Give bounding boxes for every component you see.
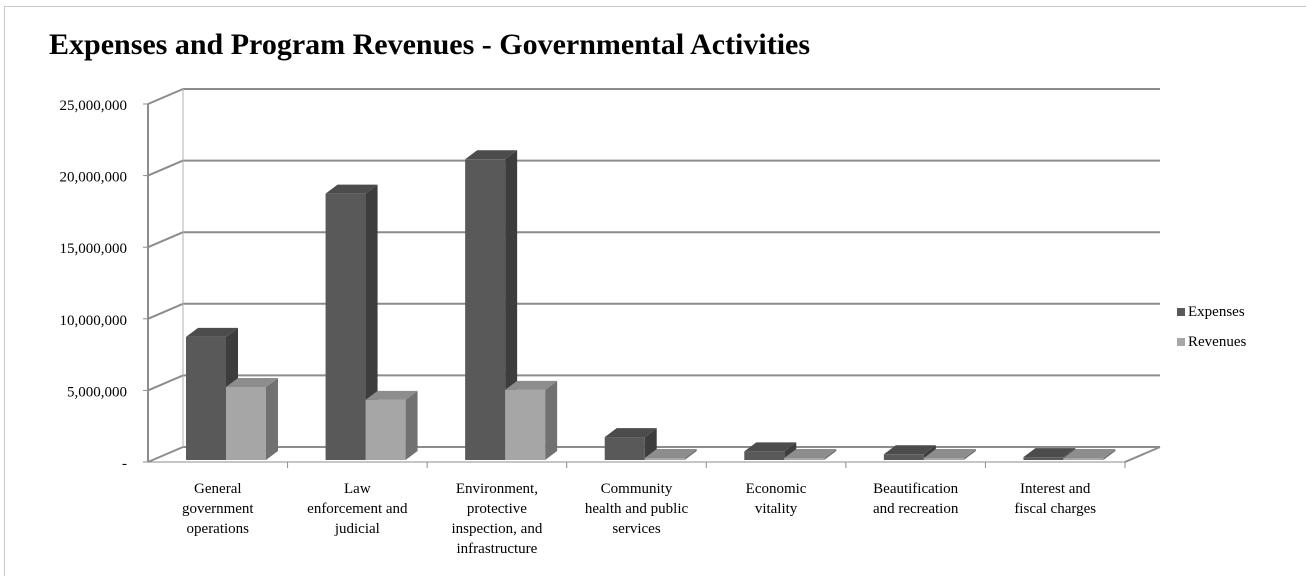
bar-top-expenses <box>604 428 657 438</box>
bar-top-revenues <box>644 449 697 458</box>
gridline-depth <box>147 302 184 320</box>
bar-side-expenses <box>365 184 378 460</box>
bar-expenses <box>186 336 226 460</box>
y-tick-label: - <box>122 456 127 472</box>
y-tick-label: 15,000,000 <box>60 241 128 257</box>
gridline-depth <box>147 446 184 463</box>
legend-item-revenues: Revenues <box>1177 327 1246 357</box>
x-tick-label: Environment, <box>456 481 538 497</box>
y-tick-label: 10,000,000 <box>60 313 128 329</box>
x-tick-label: infrastructure <box>457 541 538 557</box>
bar-revenues <box>365 399 406 460</box>
x-tick-label: Community <box>601 481 673 497</box>
bar-side-expenses <box>784 442 797 460</box>
x-tick-label: Interest and <box>1020 481 1091 497</box>
x-tick-label: vitality <box>755 501 798 517</box>
bar-top-expenses <box>883 445 936 455</box>
bar-top-expenses <box>325 184 378 194</box>
bar-side-expenses <box>505 150 518 460</box>
y-tick-label: 20,000,000 <box>60 170 128 186</box>
bar-top-expenses <box>1023 448 1076 458</box>
x-tick-label: fiscal charges <box>1014 501 1096 517</box>
bar-expenses <box>604 437 645 460</box>
bar-side-revenues <box>405 390 418 460</box>
bar-revenues <box>644 458 685 460</box>
bar-expenses <box>1023 457 1064 460</box>
bar-side-revenues <box>824 449 837 460</box>
bar-expenses <box>465 159 506 460</box>
chart-title: Expenses and Program Revenues - Governme… <box>49 28 811 61</box>
bar-top-revenues <box>226 377 278 387</box>
bar-side-revenues <box>684 449 697 460</box>
x-tick-label: protective <box>467 501 527 517</box>
bar-revenues <box>1063 458 1104 460</box>
legend-item-expenses: Expenses <box>1177 297 1246 327</box>
x-tick-label: services <box>612 521 660 537</box>
legend: Expenses Revenues <box>1177 297 1246 357</box>
legend-label-expenses: Expenses <box>1188 303 1245 320</box>
legend-swatch-revenues <box>1177 338 1185 346</box>
bar-top-expenses <box>465 150 518 160</box>
bar-revenues <box>923 458 964 460</box>
x-tick-label: Economic <box>746 481 807 497</box>
x-tick-label: and recreation <box>873 501 959 517</box>
x-tick-label: government <box>182 501 254 517</box>
bar-revenues <box>505 389 546 460</box>
bar-expenses <box>325 193 366 460</box>
x-tick-label: General <box>194 481 241 497</box>
bar-side-revenues <box>963 449 976 460</box>
bar-side-revenues <box>1103 449 1116 460</box>
bar-top-revenues <box>784 449 837 458</box>
bar-top-revenues <box>365 390 418 400</box>
gridline-depth <box>147 159 184 177</box>
x-tick-label: Law <box>344 481 371 497</box>
bar-top-revenues <box>505 380 558 390</box>
floor-edge <box>1124 446 1161 463</box>
x-tick-label: judicial <box>334 521 380 537</box>
bar-revenues <box>226 386 266 460</box>
bar-top-revenues <box>1063 449 1116 458</box>
bar-side-revenues <box>545 380 558 460</box>
y-tick-label: 25,000,000 <box>60 98 128 114</box>
legend-label-revenues: Revenues <box>1188 333 1247 350</box>
x-tick-label: enforcement and <box>307 501 408 517</box>
bar-top-expenses <box>186 327 238 337</box>
bar-side-revenues <box>266 377 278 460</box>
x-tick-label: health and public <box>585 501 689 517</box>
bar-revenues <box>784 458 825 460</box>
chart-frame <box>4 6 1306 576</box>
gridline-depth <box>147 231 184 249</box>
bar-top-revenues <box>923 449 976 458</box>
bar-top-expenses <box>744 442 797 452</box>
gridline-depth <box>147 374 184 392</box>
bar-expenses <box>744 451 785 460</box>
bar-expenses <box>883 454 924 460</box>
x-tick-label: inspection, and <box>452 521 543 537</box>
gridline-depth <box>147 88 184 105</box>
legend-swatch-expenses <box>1177 308 1185 316</box>
y-tick-label: 5,000,000 <box>67 384 127 400</box>
x-tick-label: operations <box>187 521 250 537</box>
x-tick-label: Beautification <box>873 481 958 497</box>
